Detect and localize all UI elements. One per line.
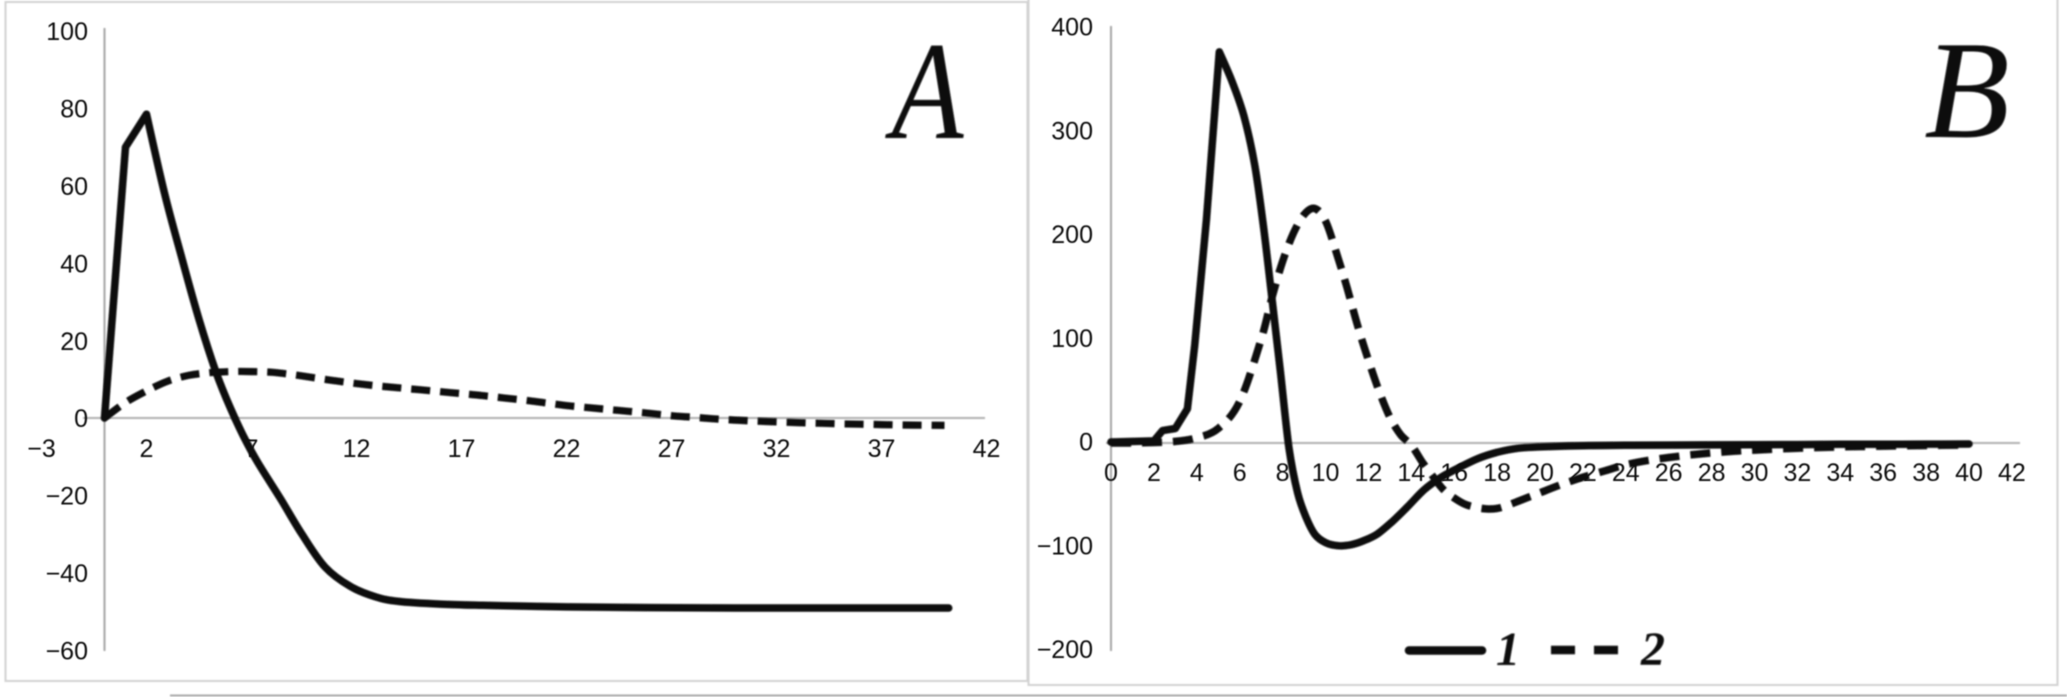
svg-text:0: 0 (74, 405, 88, 433)
svg-text:0: 0 (1079, 429, 1093, 457)
svg-text:200: 200 (1051, 221, 1093, 249)
svg-text:4: 4 (1190, 459, 1204, 487)
svg-text:−3: −3 (27, 435, 56, 463)
svg-text:−20: −20 (46, 483, 88, 511)
svg-text:20: 20 (1526, 459, 1554, 487)
svg-text:37: 37 (868, 435, 896, 463)
svg-text:26: 26 (1655, 459, 1683, 487)
svg-text:A: A (884, 13, 964, 168)
svg-text:22: 22 (553, 435, 581, 463)
svg-text:2: 2 (1147, 459, 1161, 487)
svg-text:2: 2 (1640, 623, 1665, 676)
svg-text:10: 10 (1312, 459, 1340, 487)
svg-text:100: 100 (1051, 325, 1093, 353)
svg-text:60: 60 (60, 173, 88, 201)
svg-text:8: 8 (1276, 459, 1290, 487)
svg-text:28: 28 (1698, 459, 1726, 487)
svg-text:−40: −40 (46, 560, 88, 588)
svg-text:0: 0 (1104, 459, 1118, 487)
svg-text:42: 42 (973, 435, 1001, 463)
svg-text:1: 1 (1496, 623, 1520, 676)
svg-text:34: 34 (1826, 459, 1854, 487)
svg-text:32: 32 (763, 435, 791, 463)
svg-text:36: 36 (1869, 459, 1897, 487)
svg-text:B: B (1924, 13, 2010, 168)
svg-text:40: 40 (1955, 459, 1983, 487)
svg-text:80: 80 (60, 96, 88, 124)
svg-text:27: 27 (658, 435, 686, 463)
svg-text:12: 12 (1354, 459, 1382, 487)
svg-text:400: 400 (1051, 14, 1093, 42)
svg-text:42: 42 (1998, 459, 2026, 487)
svg-text:30: 30 (1741, 459, 1769, 487)
svg-text:38: 38 (1912, 459, 1940, 487)
svg-text:40: 40 (60, 250, 88, 278)
svg-text:32: 32 (1783, 459, 1811, 487)
svg-text:−100: −100 (1037, 533, 1093, 561)
svg-text:17: 17 (448, 435, 476, 463)
svg-text:20: 20 (60, 328, 88, 356)
svg-text:6: 6 (1233, 459, 1247, 487)
svg-text:−60: −60 (46, 637, 88, 665)
svg-text:300: 300 (1051, 117, 1093, 145)
svg-text:18: 18 (1483, 459, 1511, 487)
svg-text:2: 2 (140, 435, 154, 463)
svg-text:100: 100 (46, 18, 88, 46)
svg-text:12: 12 (343, 435, 371, 463)
svg-text:−200: −200 (1037, 636, 1093, 664)
